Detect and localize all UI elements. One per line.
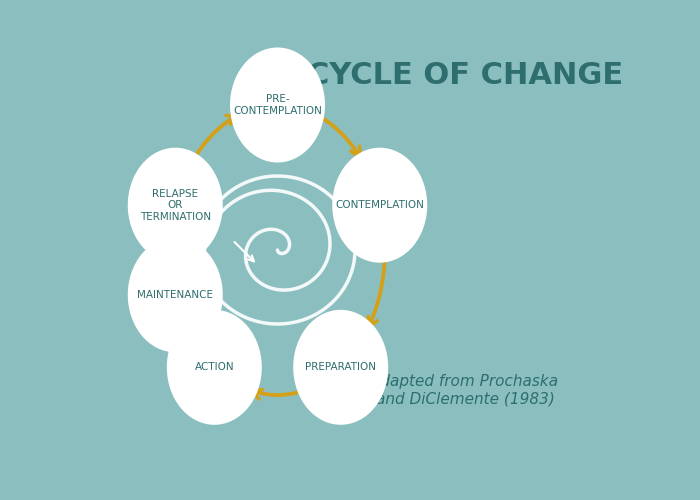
Ellipse shape — [293, 310, 389, 425]
Ellipse shape — [230, 48, 325, 162]
Text: CONTEMPLATION: CONTEMPLATION — [335, 200, 424, 210]
Ellipse shape — [128, 238, 223, 352]
Text: Adapted from Prochaska
and DiClemente (1983): Adapted from Prochaska and DiClemente (1… — [371, 374, 559, 406]
Ellipse shape — [128, 148, 223, 262]
Text: MAINTENANCE: MAINTENANCE — [137, 290, 214, 300]
Text: PRE-
CONTEMPLATION: PRE- CONTEMPLATION — [233, 94, 322, 116]
Ellipse shape — [332, 148, 427, 262]
Text: ACTION: ACTION — [195, 362, 234, 372]
Text: RELAPSE
OR
TERMINATION: RELAPSE OR TERMINATION — [140, 188, 211, 222]
Text: CYCLE OF CHANGE: CYCLE OF CHANGE — [307, 60, 623, 90]
Ellipse shape — [167, 310, 262, 425]
Text: PREPARATION: PREPARATION — [305, 362, 376, 372]
